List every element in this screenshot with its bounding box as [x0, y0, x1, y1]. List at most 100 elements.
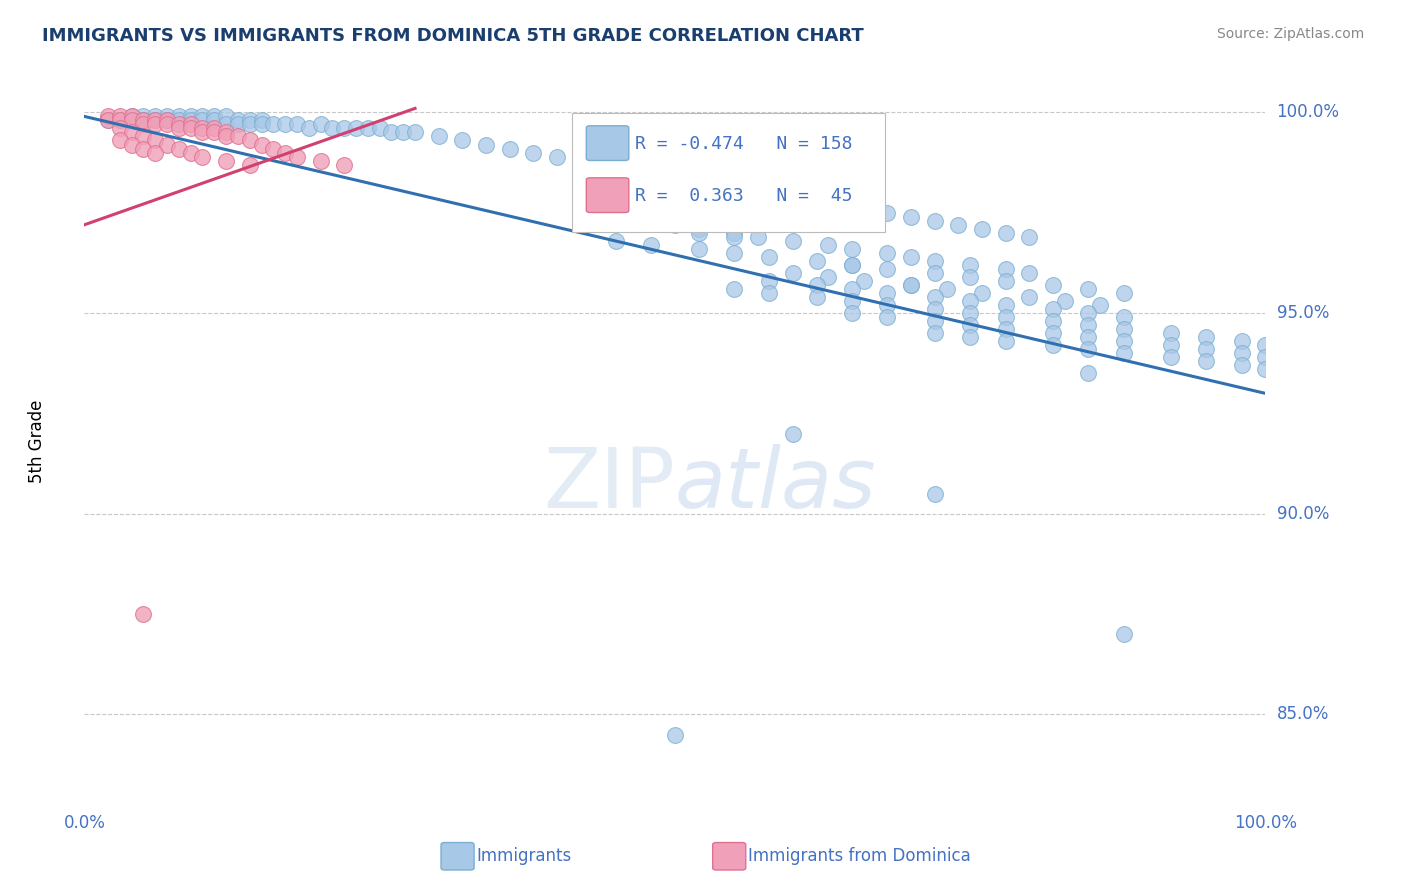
Point: [1230, 334, 1253, 349]
Point: [1230, 358, 1253, 372]
FancyBboxPatch shape: [586, 126, 628, 161]
Point: [900, 278, 922, 293]
Point: [108, 110, 131, 124]
FancyBboxPatch shape: [441, 843, 474, 870]
Point: [380, 126, 402, 140]
Point: [1042, 338, 1064, 352]
Text: 95.0%: 95.0%: [1277, 304, 1329, 322]
Point: [167, 121, 190, 136]
Point: [191, 110, 214, 124]
Point: [143, 145, 166, 160]
Point: [1088, 298, 1111, 312]
Point: [250, 137, 273, 152]
Point: [994, 274, 1017, 288]
Point: [156, 118, 179, 132]
Point: [723, 246, 745, 260]
Point: [806, 278, 828, 293]
Point: [156, 110, 179, 124]
Point: [202, 110, 225, 124]
Point: [876, 262, 898, 277]
Point: [1042, 326, 1064, 341]
Point: [215, 126, 238, 140]
Point: [132, 110, 155, 124]
Point: [1112, 310, 1135, 325]
Point: [191, 126, 214, 140]
Point: [616, 161, 638, 176]
Point: [156, 113, 179, 128]
Point: [605, 234, 627, 248]
Point: [333, 158, 356, 172]
Point: [239, 113, 262, 128]
Point: [167, 118, 190, 132]
Point: [876, 206, 898, 220]
Point: [959, 258, 981, 272]
Point: [108, 113, 131, 128]
Point: [121, 137, 143, 152]
Point: [274, 145, 297, 160]
Point: [723, 226, 745, 240]
Point: [1112, 286, 1135, 301]
Point: [688, 242, 710, 256]
Text: 100.0%: 100.0%: [1277, 103, 1340, 121]
Point: [1042, 302, 1064, 317]
Point: [262, 118, 284, 132]
Point: [215, 118, 238, 132]
Point: [723, 230, 745, 244]
Point: [1254, 338, 1277, 352]
Point: [852, 202, 875, 216]
Point: [1077, 330, 1099, 344]
Point: [782, 190, 804, 204]
Point: [250, 118, 273, 132]
Point: [1160, 351, 1182, 365]
Text: Immigrants: Immigrants: [477, 847, 572, 865]
Point: [97, 110, 120, 124]
Point: [841, 282, 863, 296]
Point: [309, 153, 332, 168]
Point: [97, 113, 120, 128]
Point: [1195, 354, 1218, 368]
Point: [226, 129, 249, 144]
Text: Source: ZipAtlas.com: Source: ZipAtlas.com: [1216, 27, 1364, 41]
Point: [191, 121, 214, 136]
Point: [664, 218, 686, 232]
Point: [841, 306, 863, 320]
Point: [250, 113, 273, 128]
Point: [806, 290, 828, 304]
Point: [935, 282, 957, 296]
Point: [1195, 343, 1218, 357]
Point: [1112, 322, 1135, 336]
Point: [900, 278, 922, 293]
Point: [344, 121, 367, 136]
Point: [143, 113, 166, 128]
Point: [132, 113, 155, 128]
Point: [734, 182, 756, 196]
Point: [1230, 346, 1253, 360]
Point: [747, 230, 769, 244]
Point: [688, 226, 710, 240]
Point: [924, 302, 946, 317]
Point: [723, 282, 745, 296]
Point: [664, 728, 686, 742]
Point: [1160, 326, 1182, 341]
Point: [97, 113, 120, 128]
Point: [121, 110, 143, 124]
Point: [664, 169, 686, 184]
Point: [817, 238, 839, 252]
Point: [1053, 294, 1076, 309]
FancyBboxPatch shape: [572, 112, 886, 232]
Point: [132, 607, 155, 622]
Point: [688, 174, 710, 188]
Point: [1112, 334, 1135, 349]
Point: [226, 118, 249, 132]
Point: [924, 254, 946, 268]
Point: [132, 118, 155, 132]
Point: [994, 226, 1017, 240]
Point: [427, 129, 450, 144]
Point: [1018, 230, 1040, 244]
Point: [1077, 306, 1099, 320]
Point: [806, 194, 828, 208]
Point: [1077, 282, 1099, 296]
Point: [1112, 627, 1135, 641]
Point: [180, 110, 202, 124]
Point: [876, 286, 898, 301]
